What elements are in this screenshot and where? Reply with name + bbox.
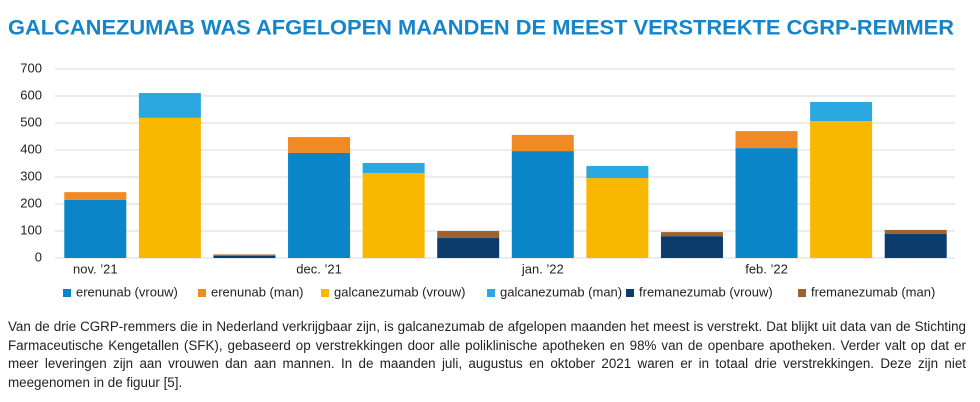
bar-segment (735, 148, 798, 258)
y-tick-label: 400 (20, 141, 42, 156)
x-tick-label: nov. ’21 (73, 261, 118, 276)
bar-segment (511, 134, 574, 152)
bar-segment (660, 236, 723, 258)
bar-segment (64, 199, 127, 258)
legend-swatch (626, 289, 634, 297)
x-tick-label: dec. ’21 (296, 261, 342, 276)
legend-label: fremanezumab (man) (811, 284, 935, 299)
legend-swatch (798, 289, 806, 297)
bar-segment (213, 255, 276, 258)
bar-segment (511, 151, 574, 258)
legend-swatch (321, 289, 329, 297)
bar-segment (660, 232, 723, 237)
bar-segment (437, 231, 500, 239)
y-tick-label: 200 (20, 195, 42, 210)
bar-segment (437, 238, 500, 258)
legend-label: galcanezumab (man) (500, 284, 622, 299)
legend-label: fremanezumab (vrouw) (639, 284, 773, 299)
bar-segment (138, 93, 201, 118)
legend-label: galcanezumab (vrouw) (334, 284, 466, 299)
legend-swatch (63, 289, 71, 297)
bar-segment (64, 192, 127, 200)
x-tick-label: feb. ’22 (745, 261, 788, 276)
caption: Van de drie CGRP-remmers die in Nederlan… (8, 319, 966, 390)
bar-segment (735, 131, 798, 149)
y-tick-label: 0 (35, 249, 42, 264)
chart-title: GALCANEZUMAB WAS AFGELOPEN MAANDEN DE ME… (8, 17, 954, 40)
legend-swatch (198, 289, 206, 297)
y-tick-label: 700 (20, 60, 42, 75)
bar-segment (288, 137, 351, 153)
bar-segment (362, 172, 425, 258)
bar-segment (810, 101, 873, 122)
bar-segment (810, 121, 873, 258)
bar-segment (213, 254, 276, 256)
bar-segment (586, 178, 649, 258)
bar-segment (884, 229, 947, 234)
chart: GALCANEZUMAB WAS AFGELOPEN MAANDEN DE ME… (8, 17, 955, 299)
bar-segment (138, 117, 201, 259)
legend-swatch (487, 289, 495, 297)
legend-label: erenunab (vrouw) (76, 284, 178, 299)
bar-segment (288, 152, 351, 258)
y-tick-label: 300 (20, 168, 42, 183)
bar-segment (884, 233, 947, 258)
bar-segment (586, 165, 649, 179)
legend-label: erenunab (man) (211, 284, 304, 299)
y-tick-label: 500 (20, 114, 42, 129)
y-tick-label: 600 (20, 87, 42, 102)
bar-segment (362, 162, 425, 173)
y-tick-label: 100 (20, 222, 42, 237)
x-tick-label: jan. ’22 (521, 261, 564, 276)
